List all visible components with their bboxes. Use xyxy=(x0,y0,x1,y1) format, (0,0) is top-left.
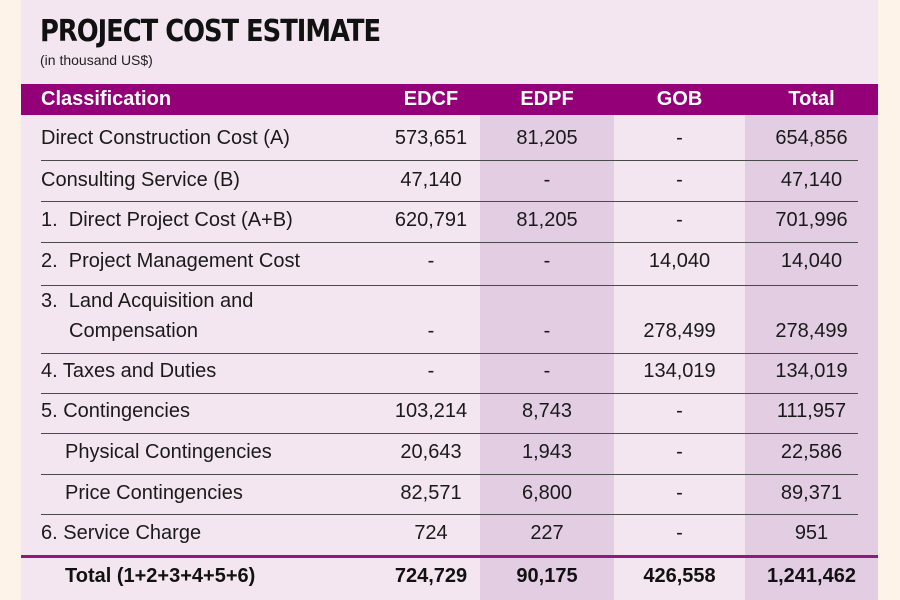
cell-edpf: 227 xyxy=(530,522,564,544)
cell-total: 951 xyxy=(794,522,829,544)
cell-edcf: - xyxy=(427,320,435,342)
cell-total: 14,040 xyxy=(780,250,843,272)
row-divider xyxy=(41,474,858,475)
row-divider xyxy=(41,242,858,243)
cell-edcf: 620,791 xyxy=(394,209,468,231)
header-gob: GOB xyxy=(656,88,703,110)
total-column-shade xyxy=(745,115,878,600)
cell-edpf: 6,800 xyxy=(521,482,573,504)
cell-total: 22,586 xyxy=(780,441,843,463)
cell-gob: - xyxy=(676,169,683,191)
cell-gob: - xyxy=(676,400,683,422)
cell-total: 89,371 xyxy=(780,482,843,504)
cell-edpf: 81,205 xyxy=(516,209,578,231)
units-subtitle: (in thousand US$) xyxy=(40,52,153,68)
row-divider xyxy=(41,433,858,434)
row-label: 5. Contingencies xyxy=(41,400,190,422)
cell-gob: - xyxy=(676,127,683,149)
cell-edpf: 8,743 xyxy=(521,400,573,422)
cell-edpf: 81,205 xyxy=(516,127,578,149)
cell-edpf: 1,943 xyxy=(521,441,573,463)
cell-gob: - xyxy=(676,441,683,463)
cell-gob: 278,499 xyxy=(643,320,716,342)
row-label: 1. Direct Project Cost (A+B) xyxy=(41,209,293,231)
cell-gob: 14,040 xyxy=(648,250,711,272)
row-label: Direct Construction Cost (A) xyxy=(41,127,290,149)
row-divider xyxy=(41,160,858,161)
table-header: Classification EDCF EDPF GOB Total xyxy=(21,84,878,115)
header-edpf: EDPF xyxy=(520,88,574,110)
row-label: Price Contingencies xyxy=(65,482,243,504)
row-label: 6. Service Charge xyxy=(41,522,202,544)
row-label: Physical Contingencies xyxy=(65,441,272,463)
row-divider xyxy=(41,514,858,515)
row-label: Consulting Service (B) xyxy=(41,169,240,191)
row-label: 3. Land Acquisition and xyxy=(41,290,254,312)
cell-edcf: 47,140 xyxy=(400,169,462,191)
cell-edcf: - xyxy=(427,250,435,272)
cell-total: 134,019 xyxy=(775,360,848,382)
cell-edcf: 573,651 xyxy=(394,127,468,149)
cell-total: 701,996 xyxy=(775,209,848,231)
total-edcf: 724,729 xyxy=(394,565,468,587)
cell-gob: 134,019 xyxy=(643,360,716,382)
cell-edpf: - xyxy=(543,320,551,342)
cell-edpf: - xyxy=(543,360,551,382)
header-total: Total xyxy=(788,88,835,110)
total-edpf: 90,175 xyxy=(516,565,578,587)
cell-gob: - xyxy=(676,482,683,504)
edpf-column-shade xyxy=(480,115,614,600)
row-divider xyxy=(41,393,858,394)
row-divider xyxy=(41,353,858,354)
header-classification: Classification xyxy=(41,88,172,110)
cell-total: 47,140 xyxy=(780,169,843,191)
total-gob: 426,558 xyxy=(643,565,716,587)
total-total: 1,241,462 xyxy=(767,565,856,587)
row-label-continued: Compensation xyxy=(69,320,198,342)
cell-edcf: 82,571 xyxy=(400,482,462,504)
cell-gob: - xyxy=(676,522,683,544)
row-label: 2. Project Management Cost xyxy=(41,250,301,272)
cell-total: 654,856 xyxy=(775,127,848,149)
cell-edcf: 20,643 xyxy=(400,441,462,463)
total-divider xyxy=(21,555,878,558)
cell-edcf: 724 xyxy=(414,522,448,544)
cell-gob: - xyxy=(676,209,683,231)
cell-edpf: - xyxy=(543,250,551,272)
header-edcf: EDCF xyxy=(403,88,459,110)
cost-estimate-panel: PROJECT COST ESTIMATE (in thousand US$) … xyxy=(21,0,878,600)
cell-total: 111,957 xyxy=(776,400,847,422)
cell-edcf: 103,214 xyxy=(394,400,468,422)
cell-total: 278,499 xyxy=(775,320,848,342)
row-divider xyxy=(41,201,858,202)
row-label: 4. Taxes and Duties xyxy=(41,360,217,382)
cell-edpf: - xyxy=(543,169,551,191)
row-divider xyxy=(41,285,858,286)
total-label: Total (1+2+3+4+5+6) xyxy=(65,565,256,587)
page-title: PROJECT COST ESTIMATE xyxy=(40,14,381,49)
cell-edcf: - xyxy=(427,360,435,382)
